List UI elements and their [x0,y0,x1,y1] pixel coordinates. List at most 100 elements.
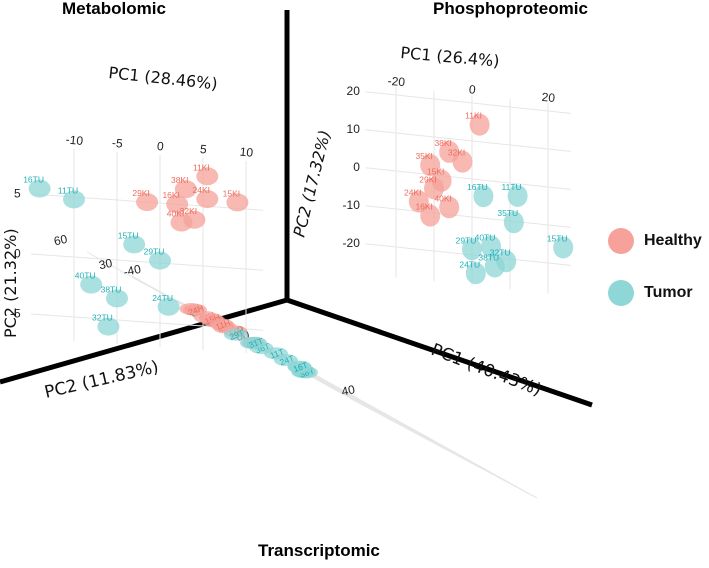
phosphoproteomic-point-16TU [473,185,494,208]
phosphoproteomic-point-16KI [420,204,441,227]
metabolomic-point-15KI [226,193,249,212]
metabolomic-point-label: 38KI [171,175,189,185]
phosphoproteomic-ytick: 10 [347,122,361,136]
transcriptomic-xtick: 40 [340,382,356,399]
metabolomic-point-40TU [80,275,103,294]
phosphoproteomic-point-11KI [469,113,490,136]
phosphoproteomic-xtick: 20 [541,90,556,105]
phosphoproteomic-point-15TU [553,236,574,259]
metabolomic-ytick: 0 [14,246,21,260]
transcriptomic-point-16T [287,360,312,373]
metabolomic-point-38KI [174,180,197,199]
phosphoproteomic-xtick: 0 [468,82,476,97]
metabolomic-point-24KI [196,190,219,209]
legend: Healthy Tumor [608,224,702,310]
metabolomic-point-label: 15KI [223,188,241,198]
phosphoproteomic-ytick: 0 [353,160,360,174]
legend-item-healthy: Healthy [608,224,702,258]
metabolomic-point-29TU [149,251,171,270]
transcriptomic-xtick: -40 [122,262,142,279]
metabolomic-point-label: 40KI [167,209,185,219]
transcriptomic-title: Transcriptomic [258,541,380,560]
phosphoproteomic-point-label: 11TU [502,182,522,192]
legend-item-tumor: Tumor [608,276,702,310]
metabolomic-point-label: 15TU [118,230,139,240]
phosphoproteomic-point-label: 38TU [478,253,499,263]
metabolomic-point-label: 32TU [92,313,113,323]
metabolomic-point-24TU [157,297,180,316]
transcriptomic-point-label: 24H [187,303,205,318]
phosphoproteomic-point-29KI [424,177,444,200]
metabolomic-point-15TU [123,235,146,254]
phosphoproteomic-point-24TU [465,262,486,285]
phosphoproteomic-point-label: 15TU [547,234,568,244]
phosphoproteomic-point-35TU [503,211,524,234]
phosphoproteomic-gridline-y [365,91,571,114]
legend-label-healthy: Healthy [644,232,702,249]
metabolomic-point-11TU [63,190,85,209]
metabolomic-point-label: 29TU [144,247,165,257]
transcriptomic-point-24H [183,303,207,316]
metabolomic-point-label: 16KI [162,190,180,200]
phosphoproteomic-point-label: 40KI [434,193,452,203]
phosphoproteomic-ytick: -10 [343,198,361,212]
metabolomic-point-38TU [106,289,128,308]
transcriptomic-point-29T [223,328,248,341]
phosphoproteomic-point-label: 38KI [434,138,452,148]
metabolomic-point-label: 16TU [23,175,44,185]
phosphoproteomic-point-29TU [462,238,482,261]
metabolomic-xtick: 5 [199,142,207,157]
metabolomic-point-label: 24TU [152,293,173,303]
metabolomic-xlabel: PC1 (28.46%) [108,63,219,93]
phosphoproteomic-point-32KI [452,150,473,173]
phosphoproteomic-point-11TU [507,184,528,207]
metabolomic-point-label: 32KI [180,206,198,216]
tumor-swatch [608,280,634,306]
metabolomic-point-label: 38TU [101,284,122,294]
transcriptomic-xlabel: PC1 (40.43%) [428,340,544,400]
phosphoproteomic-point-40KI [439,196,460,219]
phosphoproteomic-xlabel: PC1 (26.4%) [400,43,501,71]
phosphoproteomic-title: Phosphoproteomic [433,0,588,18]
transcriptomic-ytick: 60 [53,232,69,249]
cube-right-axis [286,297,593,408]
metabolomic-title: Metabolomic [62,0,166,18]
metabolomic-point-32KI [183,210,206,229]
metabolomic-point-32TU [97,317,120,336]
transcriptomic-point-label: 11T [269,346,286,360]
phosphoproteomic-point-label: 32KI [448,148,466,158]
phosphoproteomic-gridline-y [365,167,571,190]
phosphoproteomic-ylabel: PC2 (17.32%) [289,128,334,239]
metabolomic-point-label: 29KI [132,188,150,198]
phosphoproteomic-point-label: 15KI [427,167,445,177]
healthy-swatch [608,228,634,254]
transcriptomic-point-label: 29T [228,328,245,342]
phosphoproteomic-point-label: 24TU [459,259,480,269]
phosphoproteomic-point-label: 11KI [465,111,482,121]
phosphoproteomic-point-35KI [420,154,441,177]
transcriptomic-point-31T [243,336,267,349]
metabolomic-xtick: 10 [239,145,254,160]
metabolomic-point-label: 24KI [193,185,211,195]
phosphoproteomic-point-24KI [408,190,429,213]
metabolomic-ylabel: PC2 (21.32%) [1,228,20,338]
transcriptomic-ytick: 30 [98,256,114,273]
phosphoproteomic-ytick: 20 [347,84,361,98]
cube-left-axis [0,297,288,385]
phosphoproteomic-point-label: 32TU [490,247,511,257]
phosphoproteomic-point-40TU [481,235,501,258]
metabolomic-point-label: 11KI [193,162,210,172]
transcriptomic-point-label: 16T [292,360,309,374]
metabolomic-point-label: 11TU [58,185,78,195]
phosphoproteomic-point-label: 24KI [404,188,422,198]
phosphoproteomic-gridline-y [365,205,571,228]
metabolomic-point-11KI [196,167,219,186]
phosphoproteomic-point-38TU [484,255,505,278]
transcriptomic-point-label: 31T [247,336,264,350]
metabolomic-ytick: 5 [14,186,21,200]
metabolomic-point-29KI [136,193,159,212]
metabolomic-xtick: -5 [111,136,123,151]
